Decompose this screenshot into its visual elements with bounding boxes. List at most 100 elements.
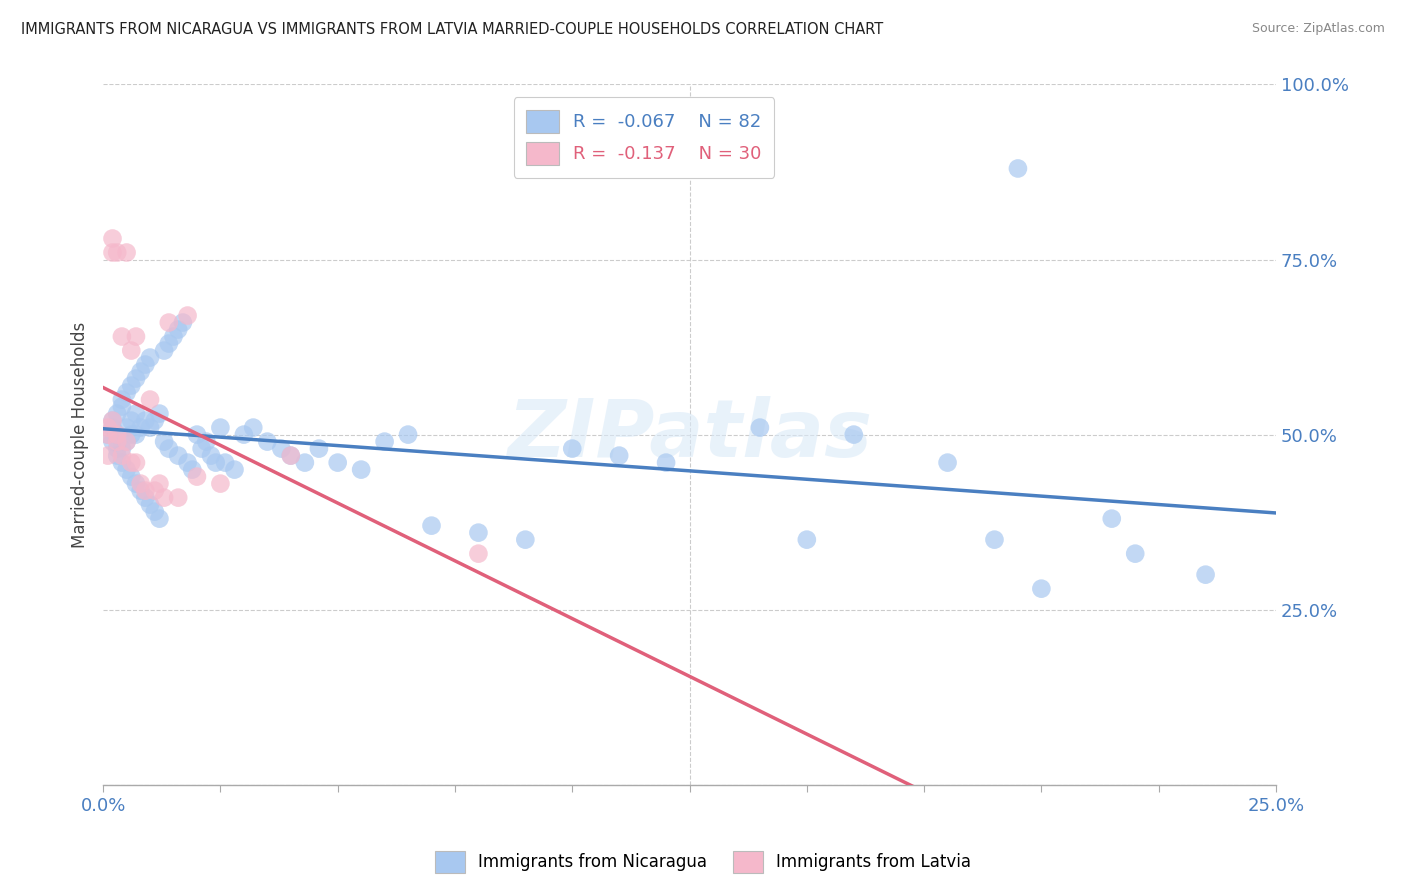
Point [420, 518, 443, 533]
Point [374, 434, 396, 449]
Point [157, 316, 180, 330]
Point [120, 427, 142, 442]
Point [396, 427, 419, 442]
Point [561, 442, 583, 456]
Point [350, 462, 373, 476]
Text: Source: ZipAtlas.com: Source: ZipAtlas.com [1251, 22, 1385, 36]
Point [105, 442, 128, 456]
Point [200, 449, 222, 463]
Point [111, 329, 134, 343]
Point [1101, 511, 1123, 525]
Point [111, 442, 134, 456]
Point [101, 414, 124, 428]
Point [120, 469, 142, 483]
Point [748, 420, 770, 434]
Point [105, 407, 128, 421]
Point [129, 483, 152, 498]
Point [134, 358, 156, 372]
Point [983, 533, 1005, 547]
Point [148, 476, 170, 491]
Point [125, 456, 148, 470]
Point [139, 420, 162, 434]
Point [167, 491, 190, 505]
Point [125, 476, 148, 491]
Point [139, 351, 162, 365]
Point [101, 414, 124, 428]
Point [153, 434, 176, 449]
Point [204, 456, 226, 470]
Point [125, 427, 148, 442]
Point [181, 462, 204, 476]
Point [280, 449, 302, 463]
Point [162, 329, 184, 343]
Point [796, 533, 818, 547]
Point [120, 456, 142, 470]
Point [115, 245, 138, 260]
Point [842, 427, 865, 442]
Point [172, 316, 194, 330]
Point [224, 462, 246, 476]
Point [134, 491, 156, 505]
Point [101, 245, 124, 260]
Point [148, 407, 170, 421]
Point [157, 442, 180, 456]
Point [97, 427, 120, 442]
Point [1031, 582, 1053, 596]
Point [232, 427, 254, 442]
Point [125, 407, 148, 421]
Legend: R =  -0.067    N = 82, R =  -0.137    N = 30: R = -0.067 N = 82, R = -0.137 N = 30 [513, 97, 775, 178]
Legend: Immigrants from Nicaragua, Immigrants from Latvia: Immigrants from Nicaragua, Immigrants fr… [429, 845, 977, 880]
Point [157, 336, 180, 351]
Point [1123, 547, 1146, 561]
Point [256, 434, 278, 449]
Point [1194, 567, 1216, 582]
Point [101, 231, 124, 245]
Point [105, 427, 128, 442]
Point [148, 511, 170, 525]
Point [101, 420, 124, 434]
Point [270, 442, 292, 456]
Point [125, 329, 148, 343]
Point [139, 392, 162, 407]
Point [97, 449, 120, 463]
Point [134, 414, 156, 428]
Point [120, 414, 142, 428]
Point [115, 434, 138, 449]
Point [105, 449, 128, 463]
Point [139, 498, 162, 512]
Point [153, 343, 176, 358]
Point [167, 449, 190, 463]
Point [111, 392, 134, 407]
Point [176, 456, 198, 470]
Point [115, 434, 138, 449]
Text: ZIPatlas: ZIPatlas [508, 395, 872, 474]
Point [214, 456, 236, 470]
Point [115, 385, 138, 400]
Point [176, 309, 198, 323]
Point [607, 449, 630, 463]
Point [1007, 161, 1029, 176]
Point [143, 414, 166, 428]
Point [111, 456, 134, 470]
Point [111, 400, 134, 414]
Point [326, 456, 349, 470]
Point [115, 462, 138, 476]
Point [111, 449, 134, 463]
Point [143, 505, 166, 519]
Point [129, 365, 152, 379]
Point [115, 420, 138, 434]
Point [190, 442, 212, 456]
Point [105, 434, 128, 449]
Point [105, 427, 128, 442]
Point [195, 434, 218, 449]
Point [294, 456, 316, 470]
Point [129, 476, 152, 491]
Point [120, 343, 142, 358]
Point [308, 442, 330, 456]
Point [125, 371, 148, 385]
Point [280, 449, 302, 463]
Point [134, 483, 156, 498]
Point [186, 427, 208, 442]
Point [105, 245, 128, 260]
Point [167, 322, 190, 336]
